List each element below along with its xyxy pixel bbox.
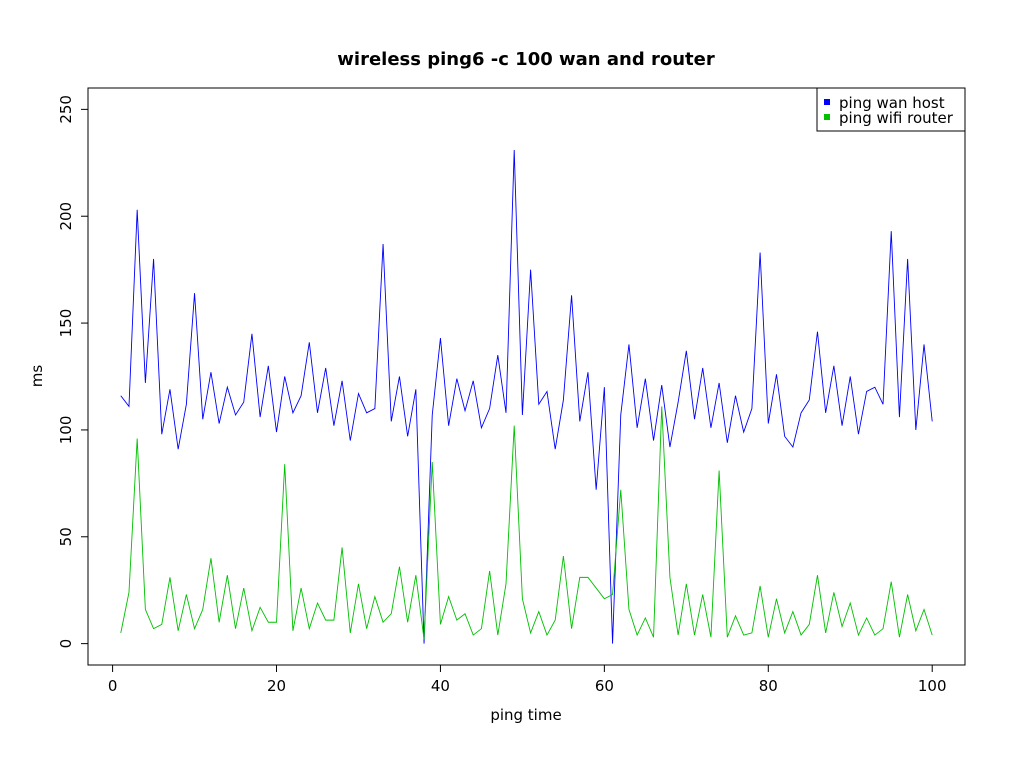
x-axis: 0 20 40 60 80 100 (108, 664, 947, 695)
y-tick-label: 150 (57, 309, 75, 338)
y-tick-label: 200 (57, 202, 75, 231)
y-tick-label: 100 (57, 416, 75, 445)
legend-label-wan-host: ping wan host (839, 94, 945, 112)
x-axis-label: ping time (490, 706, 561, 724)
x-tick-label: 40 (431, 677, 450, 695)
series-layer (120, 149, 933, 644)
x-tick-label: 80 (759, 677, 778, 695)
chart-title: wireless ping6 -c 100 wan and router (337, 49, 715, 70)
legend-label-wifi-router: ping wifi router (839, 109, 954, 127)
legend-box (816, 87, 966, 132)
x-tick-label: 20 (267, 677, 286, 695)
series-line-wan-host (120, 149, 933, 644)
legend-swatch-wifi-router (824, 114, 830, 120)
y-tick-label: 0 (57, 639, 75, 649)
legend-swatch-wan-host (824, 99, 830, 105)
series-line-wifi-router (120, 406, 933, 640)
plot-frame (87, 87, 966, 666)
y-tick-label: 50 (57, 527, 75, 546)
x-tick-label: 60 (595, 677, 614, 695)
y-axis-label: ms (28, 365, 46, 388)
y-tick-label: 250 (57, 95, 75, 124)
legend: ping wan host ping wifi router (816, 87, 966, 132)
y-axis: 0 50 100 150 200 250 (57, 95, 89, 649)
x-tick-label: 0 (108, 677, 118, 695)
x-tick-label: 100 (918, 677, 947, 695)
